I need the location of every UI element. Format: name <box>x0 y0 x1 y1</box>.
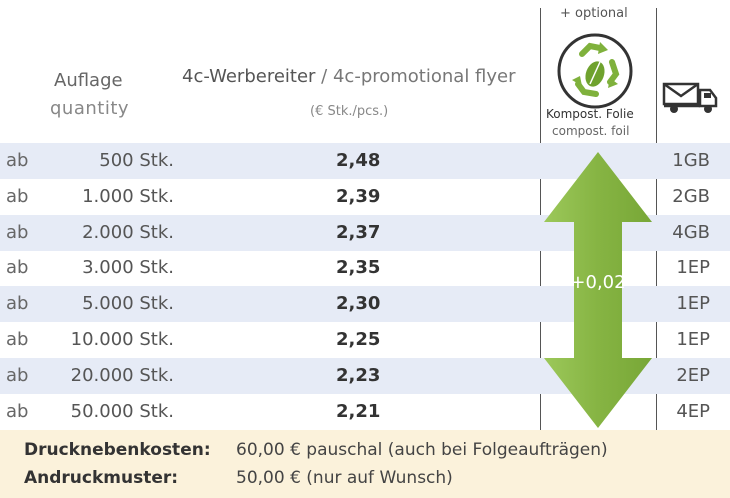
shipping-cell: 2GB <box>672 185 710 207</box>
mail-truck-icon <box>662 82 718 113</box>
price-cell: 2,23 <box>336 364 381 386</box>
optional-label: + optional <box>560 6 628 21</box>
table-row: ab 1.000 Stk. 2,39 2GB <box>0 179 730 215</box>
quantity-cell: 2.000 Stk. <box>82 221 174 243</box>
product-name-en: 4c-promotional flyer <box>332 66 516 87</box>
proof-value: 50,00 € (nur auf Wunsch) <box>236 468 453 488</box>
foil-label-de: Kompost. Folie <box>546 107 634 121</box>
double-arrow-icon <box>544 152 652 428</box>
quantity-cell: 10.000 Stk. <box>70 329 174 350</box>
qty-prefix: ab <box>6 185 29 207</box>
quantity-cell: 20.000 Stk. <box>70 364 174 386</box>
quantity-cell: 5.000 Stk. <box>82 293 174 315</box>
quantity-header-en: quantity <box>50 98 130 119</box>
qty-prefix: ab <box>6 257 29 279</box>
recycle-leaf-icon <box>557 33 633 109</box>
shipping-cell: 1EP <box>676 329 710 350</box>
product-separator: / <box>315 66 333 87</box>
quantity-cell: 50.000 Stk. <box>70 400 174 422</box>
quantity-header-de: Auflage <box>54 70 123 91</box>
shipping-cell: 1EP <box>676 257 710 279</box>
quantity-cell: 500 Stk. <box>99 150 174 171</box>
qty-prefix: ab <box>6 150 29 171</box>
qty-prefix: ab <box>6 400 29 422</box>
price-cell: 2,21 <box>336 400 381 422</box>
shipping-cell: 1EP <box>676 293 710 315</box>
side-costs-label: Drucknebenkosten: <box>24 440 211 460</box>
footer-costs: Drucknebenkosten: 60,00 € pauschal (auch… <box>0 430 730 498</box>
price-unit-note: (€ Stk./pcs.) <box>310 104 389 119</box>
price-cell: 2,39 <box>336 185 381 207</box>
shipping-cell: 4EP <box>676 400 710 422</box>
price-cell: 2,25 <box>336 329 381 350</box>
shipping-cell: 1GB <box>672 150 710 171</box>
qty-prefix: ab <box>6 221 29 243</box>
qty-prefix: ab <box>6 364 29 386</box>
table-row: ab 50.000 Stk. 2,21 4EP <box>0 394 730 430</box>
side-costs-value: 60,00 € pauschal (auch bei Folgeaufträge… <box>236 440 608 460</box>
table-row: ab 10.000 Stk. 2,25 1EP <box>0 322 730 358</box>
product-name-de: 4c-Werbereiter <box>182 66 316 87</box>
proof-label: Andruckmuster: <box>24 468 179 488</box>
price-cell: 2,35 <box>336 257 381 279</box>
foil-label-en: compost. foil <box>552 124 630 138</box>
qty-prefix: ab <box>6 329 29 350</box>
quantity-cell: 1.000 Stk. <box>82 185 174 207</box>
shipping-cell: 4GB <box>672 221 710 243</box>
foil-surcharge: +0,02 <box>570 272 626 293</box>
product-header: 4c-Werbereiter / 4c-promotional flyer <box>182 66 516 87</box>
price-cell: 2,30 <box>336 293 381 315</box>
shipping-cell: 2EP <box>676 364 710 386</box>
quantity-cell: 3.000 Stk. <box>82 257 174 279</box>
qty-prefix: ab <box>6 293 29 315</box>
price-cell: 2,37 <box>336 221 381 243</box>
table-row: ab 3.000 Stk. 2,35 1EP <box>0 250 730 286</box>
price-cell: 2,48 <box>336 150 381 171</box>
